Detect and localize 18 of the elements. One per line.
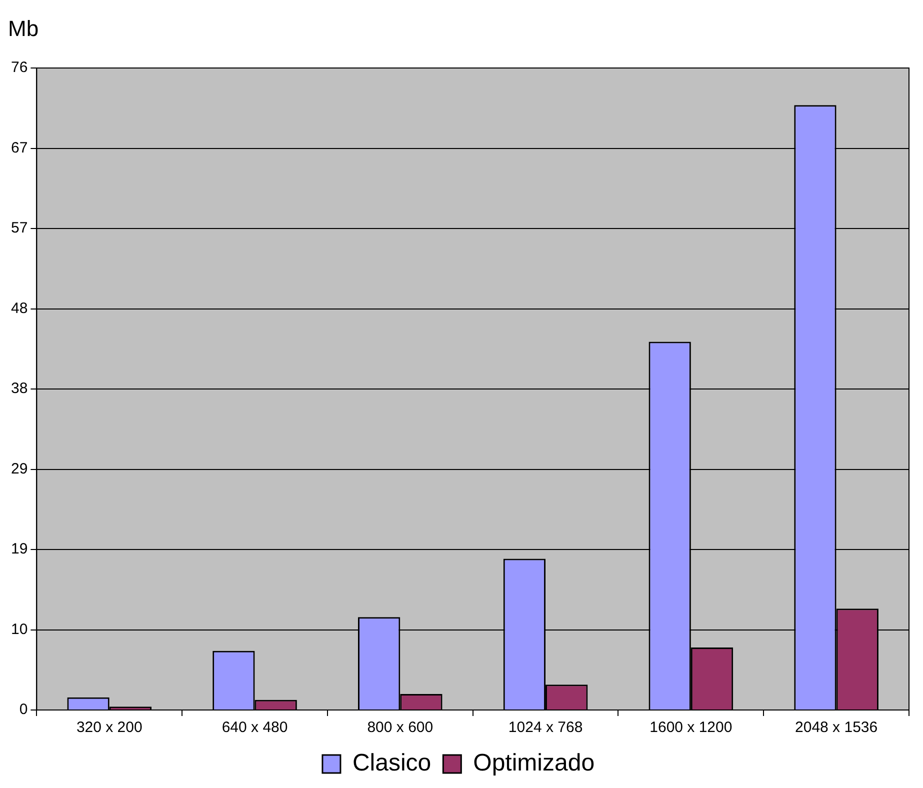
y-axis-title: Mb — [8, 15, 40, 43]
x-tick-label: 1600 x 1200 — [650, 719, 732, 736]
y-tick-label: 38 — [10, 380, 28, 398]
x-tick-label: 1024 x 768 — [508, 719, 583, 736]
y-tick-label: 76 — [10, 59, 28, 76]
x-tick-label: 320 x 200 — [76, 719, 142, 736]
legend-label: Optimizado — [473, 750, 595, 777]
y-tick-label: 48 — [10, 300, 28, 317]
y-tick-label: 67 — [10, 139, 28, 156]
legend-label: Clasico — [352, 750, 432, 777]
y-tick-label: 0 — [19, 701, 28, 718]
x-tick-label: 2048 x 1536 — [795, 719, 878, 736]
y-tick-label: 10 — [10, 620, 28, 638]
y-tick-label: 19 — [10, 540, 28, 558]
x-tick-label: 640 x 480 — [222, 719, 288, 736]
y-tick-label: 29 — [10, 460, 28, 478]
x-tick-label: 800 x 600 — [367, 719, 434, 736]
y-tick-label: 57 — [10, 220, 28, 237]
